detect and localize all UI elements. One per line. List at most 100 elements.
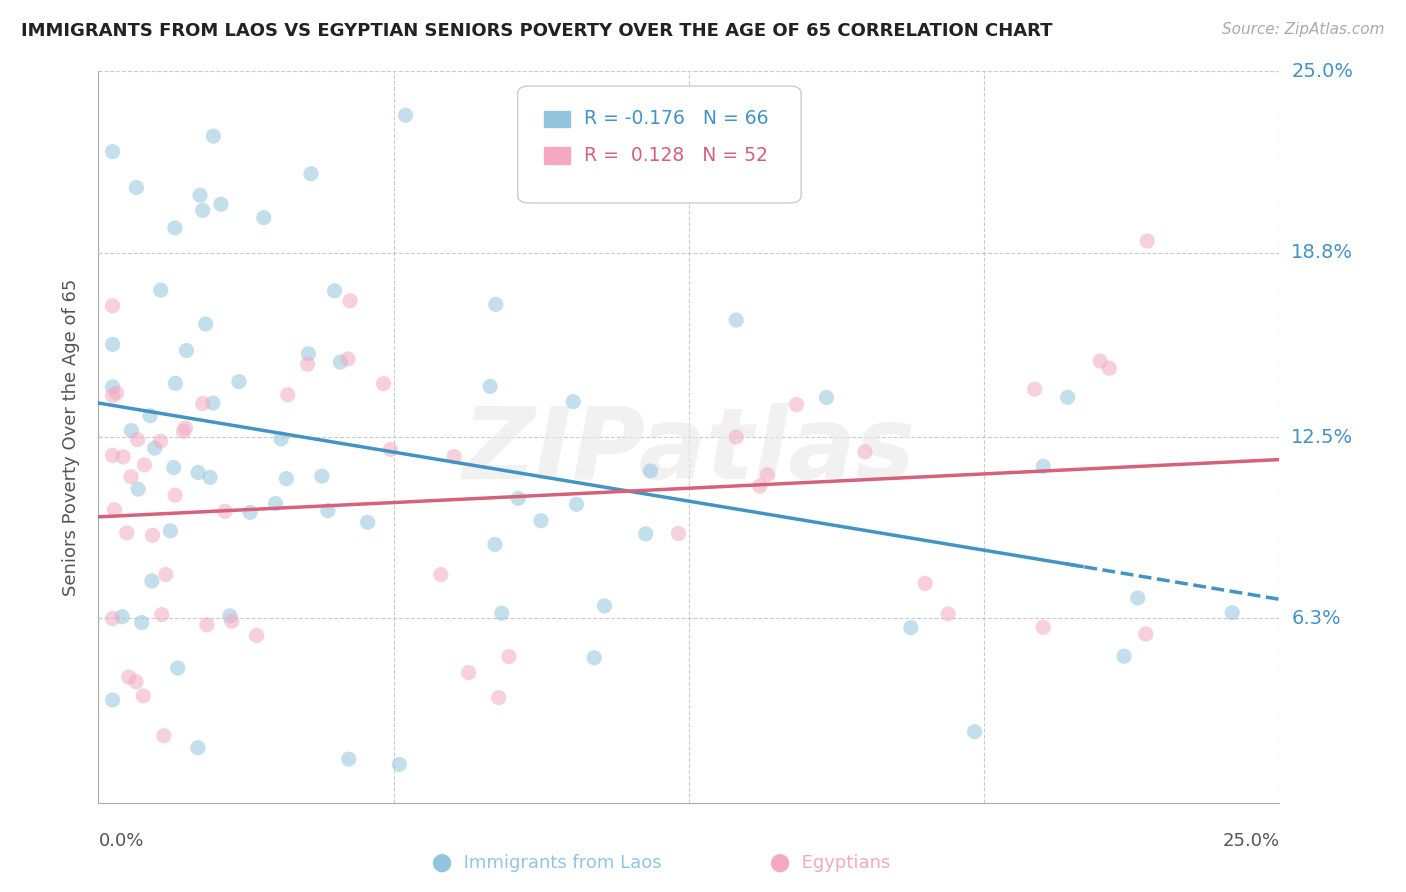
Point bbox=[143, 441, 166, 455]
Point bbox=[853, 444, 876, 458]
Point bbox=[174, 421, 197, 435]
Point bbox=[748, 479, 770, 493]
Point bbox=[373, 376, 395, 391]
Point bbox=[187, 466, 209, 480]
Point bbox=[127, 482, 149, 496]
Point bbox=[187, 740, 209, 755]
Y-axis label: Seniors Poverty Over the Age of 65: Seniors Poverty Over the Age of 65 bbox=[62, 278, 80, 596]
Point bbox=[172, 425, 194, 439]
Point bbox=[191, 203, 214, 218]
Point bbox=[103, 502, 125, 516]
Text: Source: ZipAtlas.com: Source: ZipAtlas.com bbox=[1222, 22, 1385, 37]
Point bbox=[221, 614, 243, 628]
Point bbox=[270, 432, 292, 446]
Point bbox=[491, 606, 513, 620]
Point bbox=[485, 297, 508, 311]
Point bbox=[1032, 459, 1054, 474]
Point bbox=[239, 505, 262, 519]
Bar bbox=[544, 111, 569, 127]
Point bbox=[201, 396, 224, 410]
Point bbox=[297, 357, 319, 371]
Point bbox=[316, 503, 339, 517]
FancyBboxPatch shape bbox=[517, 86, 801, 203]
Text: R =  0.128   N = 52: R = 0.128 N = 52 bbox=[583, 146, 768, 165]
Point bbox=[336, 351, 359, 366]
Point bbox=[1126, 591, 1149, 605]
Point bbox=[152, 729, 174, 743]
Point bbox=[101, 380, 124, 394]
Text: 6.3%: 6.3% bbox=[1291, 609, 1341, 628]
Point bbox=[963, 724, 986, 739]
Point bbox=[562, 394, 585, 409]
Point bbox=[479, 379, 502, 393]
Point bbox=[195, 617, 218, 632]
Point bbox=[139, 409, 162, 423]
Point bbox=[155, 567, 177, 582]
Point bbox=[323, 284, 346, 298]
Point bbox=[297, 347, 319, 361]
Point bbox=[105, 386, 128, 401]
Text: 18.8%: 18.8% bbox=[1291, 244, 1353, 262]
Text: 0.0%: 0.0% bbox=[98, 832, 143, 850]
Point bbox=[1024, 382, 1046, 396]
Point bbox=[394, 108, 416, 122]
Point bbox=[264, 497, 287, 511]
Point bbox=[1114, 649, 1136, 664]
Point bbox=[640, 464, 662, 478]
Text: 25.0%: 25.0% bbox=[1291, 62, 1353, 81]
Point bbox=[198, 470, 221, 484]
Point bbox=[457, 665, 479, 680]
Point bbox=[141, 574, 163, 588]
Point bbox=[149, 434, 172, 449]
Point bbox=[125, 674, 148, 689]
Point bbox=[756, 467, 779, 482]
Point bbox=[356, 516, 378, 530]
Text: R = -0.176   N = 66: R = -0.176 N = 66 bbox=[583, 110, 768, 128]
Point bbox=[583, 650, 606, 665]
Point bbox=[101, 389, 124, 403]
Point bbox=[914, 576, 936, 591]
Point bbox=[786, 398, 808, 412]
Point bbox=[900, 621, 922, 635]
Point bbox=[815, 391, 838, 405]
Point bbox=[508, 491, 530, 506]
Point bbox=[329, 355, 352, 369]
Point bbox=[101, 693, 124, 707]
Point bbox=[337, 752, 360, 766]
Point bbox=[388, 757, 411, 772]
Point bbox=[202, 129, 225, 144]
Point bbox=[299, 167, 322, 181]
Point bbox=[188, 188, 211, 202]
Point bbox=[725, 313, 748, 327]
Point bbox=[593, 599, 616, 613]
Point bbox=[1056, 390, 1078, 404]
Point bbox=[101, 145, 124, 159]
Point bbox=[131, 615, 153, 630]
Point bbox=[176, 343, 198, 358]
Point bbox=[634, 526, 657, 541]
Point bbox=[276, 472, 298, 486]
Point bbox=[132, 689, 155, 703]
Point bbox=[101, 337, 124, 351]
Point bbox=[149, 283, 172, 297]
Point bbox=[253, 211, 276, 225]
Point bbox=[311, 469, 333, 483]
Point bbox=[163, 460, 186, 475]
Point bbox=[430, 567, 453, 582]
Point bbox=[725, 430, 748, 444]
Point bbox=[159, 524, 181, 538]
Point bbox=[115, 525, 138, 540]
Point bbox=[165, 376, 187, 391]
Point bbox=[165, 488, 187, 502]
Point bbox=[209, 197, 232, 211]
Text: 12.5%: 12.5% bbox=[1291, 427, 1354, 447]
Point bbox=[1136, 234, 1159, 248]
Text: IMMIGRANTS FROM LAOS VS EGYPTIAN SENIORS POVERTY OVER THE AGE OF 65 CORRELATION : IMMIGRANTS FROM LAOS VS EGYPTIAN SENIORS… bbox=[21, 22, 1053, 40]
Point bbox=[1088, 354, 1111, 368]
Point bbox=[191, 396, 214, 410]
Point bbox=[101, 299, 124, 313]
Point bbox=[484, 537, 506, 551]
Point bbox=[141, 528, 163, 542]
Point bbox=[120, 469, 142, 483]
Point bbox=[127, 433, 149, 447]
